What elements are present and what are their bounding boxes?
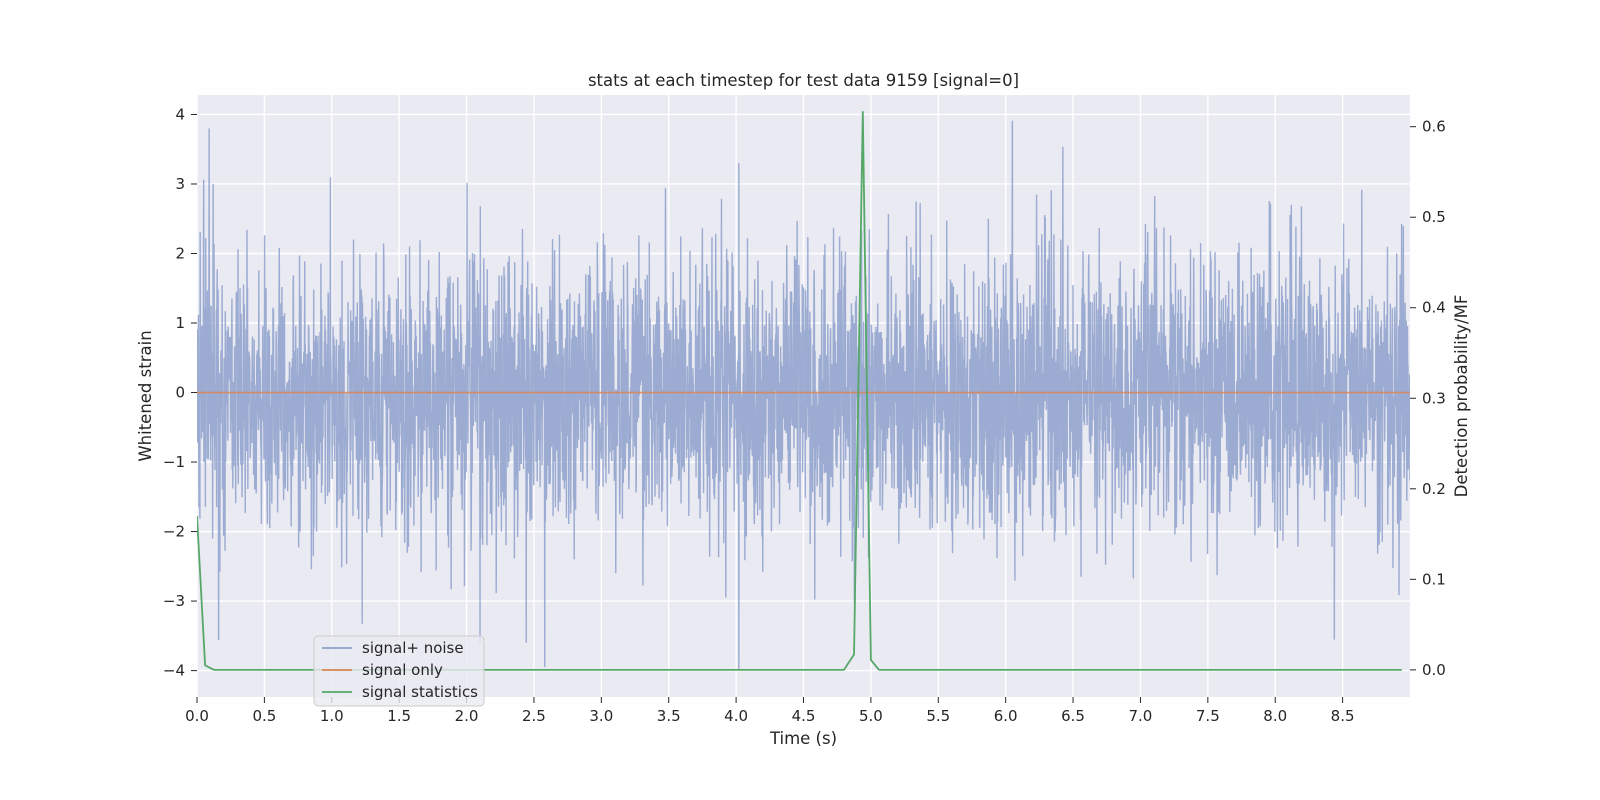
y-right-tick-label: 0.6 (1422, 118, 1446, 136)
y-left-tick-label: 4 (175, 105, 185, 123)
x-tick-label: 0.5 (252, 707, 276, 725)
legend-label-signal-statistics: signal statistics (362, 683, 478, 701)
chart-title: stats at each timestep for test data 915… (588, 71, 1019, 90)
signal-noise-line (197, 120, 1410, 671)
x-tick-label: 2.5 (522, 707, 546, 725)
y-right-tick-label: 0.0 (1422, 661, 1446, 679)
x-tick-label: 3.5 (657, 707, 681, 725)
signal-statistics-series (197, 111, 1402, 671)
legend: signal+ noise signal only signal statist… (313, 635, 485, 707)
y-axis-left-ticks: 4 3 2 1 0 −1 −2 −3 −4 (163, 105, 197, 680)
y-left-tick-label: 2 (175, 244, 185, 262)
x-tick-label: 8.5 (1331, 707, 1355, 725)
y-left-tick-label: −2 (163, 523, 185, 541)
x-tick-label: 5.0 (859, 707, 883, 725)
y-left-tick-label: −4 (163, 662, 185, 680)
y-axis-right-ticks: 0.6 0.5 0.4 0.3 0.2 0.1 0.0 (1410, 118, 1446, 679)
x-tick-label: 4.5 (792, 707, 816, 725)
y-axis-right-title: Detection probability/MF (1452, 295, 1471, 498)
x-tick-label: 7.5 (1196, 707, 1220, 725)
x-tick-label: 6.0 (994, 707, 1018, 725)
x-tick-label: 6.5 (1061, 707, 1085, 725)
y-left-tick-label: 0 (175, 384, 185, 402)
x-tick-label: 7.0 (1129, 707, 1153, 725)
y-axis-left-title: Whitened strain (136, 330, 155, 461)
y-left-tick-label: −3 (163, 592, 185, 610)
y-left-tick-label: −1 (163, 453, 185, 471)
x-tick-label: 3.0 (589, 707, 613, 725)
legend-box (313, 635, 485, 707)
x-tick-label: 2.0 (455, 707, 479, 725)
x-axis-ticks: 0.0 0.5 1.0 1.5 2.0 2.5 3.0 3.5 4.0 4.5 5.0 5.5 6.0 6… (185, 697, 1355, 725)
y-right-tick-label: 0.3 (1422, 389, 1446, 407)
plot-content (197, 111, 1410, 671)
x-tick-label: 0.0 (185, 707, 209, 725)
y-right-tick-label: 0.4 (1422, 299, 1446, 317)
x-tick-label: 1.0 (320, 707, 344, 725)
signal-noise-series (197, 120, 1410, 671)
x-axis-title: Time (s) (769, 729, 837, 748)
y-right-tick-label: 0.2 (1422, 480, 1446, 498)
signal-statistics-line (197, 111, 1402, 671)
x-tick-label: 1.5 (387, 707, 411, 725)
legend-label-signal-noise: signal+ noise (362, 639, 464, 657)
x-tick-label: 4.0 (724, 707, 748, 725)
x-tick-label: 8.0 (1263, 707, 1287, 725)
x-tick-label: 5.5 (926, 707, 950, 725)
y-right-tick-label: 0.1 (1422, 570, 1446, 588)
y-left-tick-label: 1 (175, 314, 185, 332)
y-left-tick-label: 3 (175, 175, 185, 193)
y-right-tick-label: 0.5 (1422, 208, 1446, 226)
legend-label-signal-only: signal only (362, 661, 443, 679)
